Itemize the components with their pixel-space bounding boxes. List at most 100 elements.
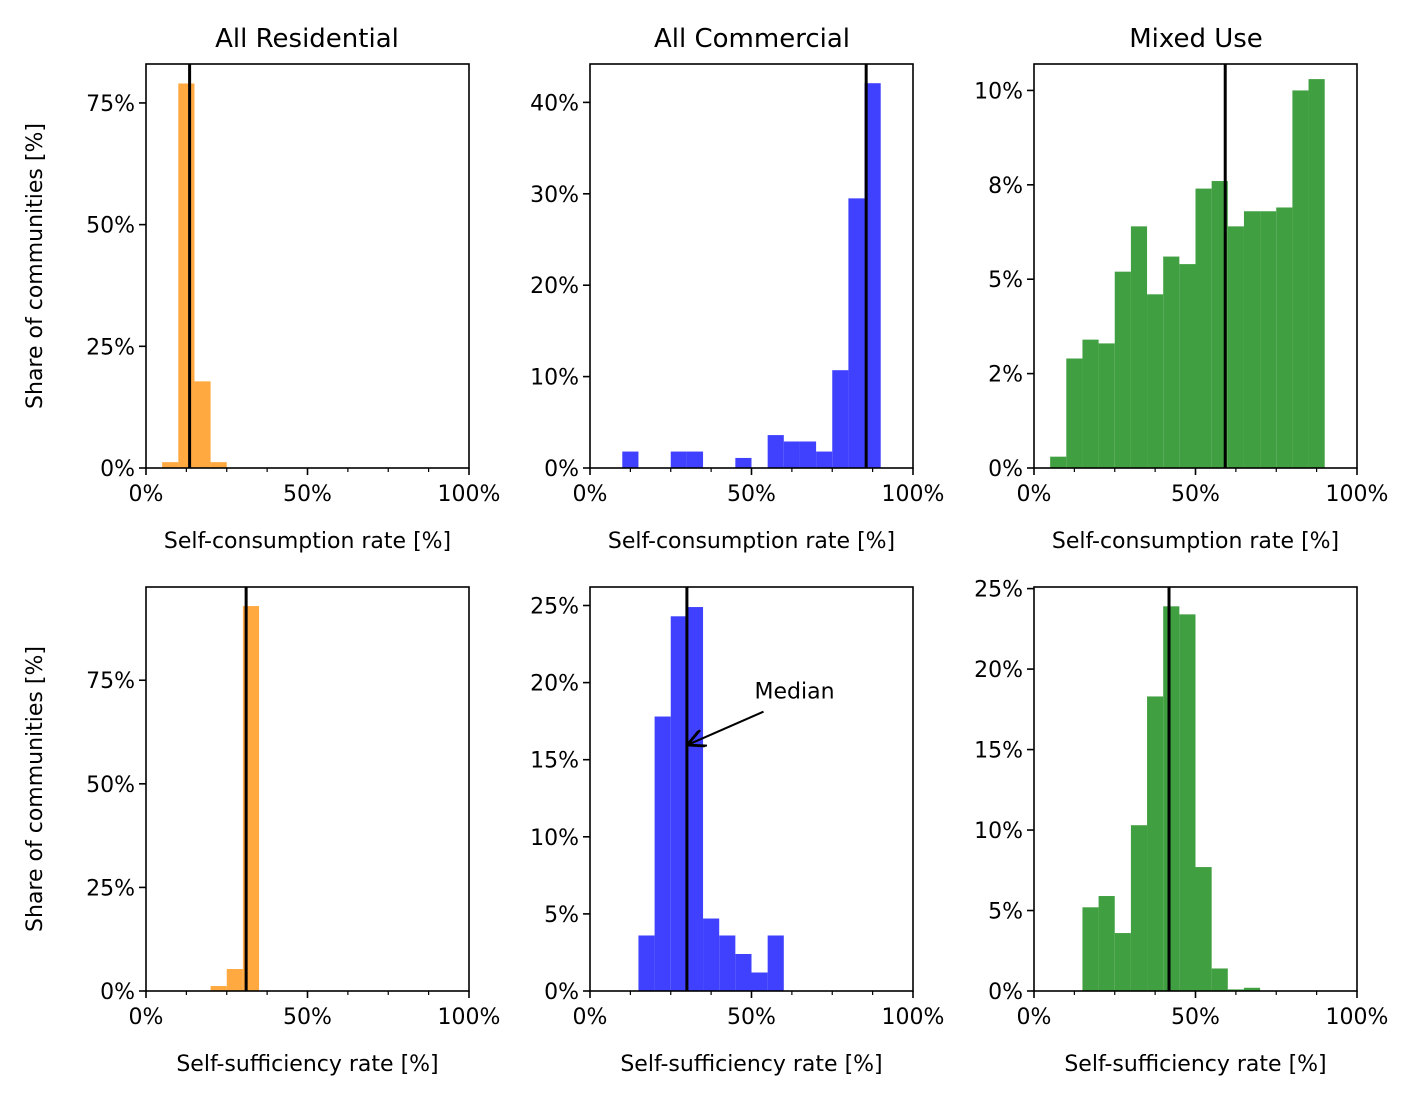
bar-res-sc-1 xyxy=(178,83,195,468)
ytick-label-res-ss-3: 75% xyxy=(86,669,135,694)
xtick-label-mix-ss-0: 0% xyxy=(1017,1005,1052,1030)
axes-frame-res-ss xyxy=(145,586,470,992)
ytick-label-com-ss-1: 5% xyxy=(544,903,579,928)
xtick-label-res-sc-2: 100% xyxy=(438,482,501,507)
bar-com-sc-8 xyxy=(832,370,849,468)
xtick-label-res-sc-0: 0% xyxy=(129,482,164,507)
ytick-label-mix-ss-3: 15% xyxy=(974,739,1023,764)
bar-mix-ss-1 xyxy=(1098,896,1115,991)
annotation-arrow-com-ss xyxy=(689,710,764,745)
xtick-label-res-sc-1: 50% xyxy=(283,482,332,507)
bar-res-ss-0 xyxy=(210,986,227,991)
xtick-label-com-sc-1: 50% xyxy=(727,482,776,507)
ytick-label-res-sc-0: 0% xyxy=(100,457,135,482)
ylabel-top-row: Share of communities [%] xyxy=(23,123,48,409)
xtick-label-mix-ss-1: 50% xyxy=(1171,1005,1220,1030)
ytick-label-com-ss-2: 10% xyxy=(530,826,579,851)
ytick-label-com-sc-2: 20% xyxy=(530,274,579,299)
bar-com-ss-7 xyxy=(751,972,768,991)
ytick-label-res-ss-0: 0% xyxy=(100,980,135,1005)
bar-mix-ss-5 xyxy=(1163,606,1180,991)
bar-com-sc-7 xyxy=(816,451,833,468)
ytick-label-res-ss-1: 25% xyxy=(86,876,135,901)
panel-res-sc: 0% 50% 100% 0% 25% 50% 75% Self-consumption rat… xyxy=(86,63,501,554)
ytick-label-com-sc-3: 30% xyxy=(530,183,579,208)
bar-mix-sc-5 xyxy=(1130,226,1148,468)
ytick-label-mix-ss-2: 10% xyxy=(974,819,1023,844)
ytick-label-res-sc-3: 75% xyxy=(86,92,135,117)
bar-mix-ss-7 xyxy=(1195,867,1212,991)
ytick-label-res-sc-1: 25% xyxy=(86,335,135,360)
panel-mix-ss: 0% 50% 100% 0% 5% 10% 15% 20% 25% Self-sufficienc… xyxy=(974,578,1388,1077)
bar-com-sc-1 xyxy=(670,451,687,468)
bar-com-sc-10 xyxy=(864,83,881,468)
xtick-label-mix-sc-2: 100% xyxy=(1326,482,1389,507)
bar-mix-ss-8 xyxy=(1211,968,1228,991)
xtick-label-mix-ss-2: 100% xyxy=(1326,1005,1389,1030)
xlabel-res-ss: Self-sufficiency rate [%] xyxy=(176,1052,438,1077)
ytick-label-com-ss-0: 0% xyxy=(544,980,579,1005)
bar-mix-ss-9 xyxy=(1227,989,1244,991)
bar-mix-sc-15 xyxy=(1292,90,1309,469)
bar-com-ss-5 xyxy=(719,935,736,991)
bar-com-ss-6 xyxy=(735,953,752,991)
bar-res-sc-3 xyxy=(210,462,227,468)
ytick-label-com-sc-1: 10% xyxy=(530,366,579,391)
bar-mix-sc-16 xyxy=(1308,79,1325,468)
xtick-label-com-sc-2: 100% xyxy=(882,482,945,507)
xtick-label-com-ss-1: 50% xyxy=(727,1005,776,1030)
bar-mix-sc-11 xyxy=(1227,226,1244,468)
bar-res-sc-0 xyxy=(162,462,179,468)
bar-res-ss-1 xyxy=(226,969,243,991)
bar-res-sc-2 xyxy=(194,381,211,468)
ytick-label-mix-sc-0: 0% xyxy=(988,457,1023,482)
ytick-label-res-ss-2: 50% xyxy=(86,773,135,798)
bar-com-ss-2 xyxy=(670,616,687,991)
xtick-label-com-sc-0: 0% xyxy=(573,482,608,507)
xlabel-res-sc: Self-consumption rate [%] xyxy=(164,529,451,554)
xlabel-com-ss: Self-sufficiency rate [%] xyxy=(620,1052,882,1077)
bar-com-sc-2 xyxy=(686,451,704,468)
xlabel-mix-ss: Self-sufficiency rate [%] xyxy=(1064,1052,1326,1077)
bar-mix-sc-2 xyxy=(1082,339,1099,468)
ytick-label-res-sc-2: 50% xyxy=(86,214,135,239)
bar-com-sc-0 xyxy=(622,451,639,468)
bar-mix-sc-7 xyxy=(1163,256,1180,468)
xtick-label-com-ss-2: 100% xyxy=(882,1005,945,1030)
xtick-label-mix-sc-1: 50% xyxy=(1171,482,1220,507)
ytick-label-mix-ss-5: 25% xyxy=(974,578,1023,603)
ytick-label-com-sc-0: 0% xyxy=(544,457,579,482)
bar-mix-sc-14 xyxy=(1276,207,1293,469)
xtick-label-res-ss-0: 0% xyxy=(129,1005,164,1030)
bar-com-sc-4 xyxy=(767,435,784,468)
bar-mix-sc-1 xyxy=(1066,358,1083,468)
bar-com-sc-9 xyxy=(848,198,865,468)
bar-mix-ss-2 xyxy=(1114,933,1131,991)
xlabel-com-sc: Self-consumption rate [%] xyxy=(608,529,895,554)
ytick-label-com-ss-3: 15% xyxy=(530,749,579,774)
bar-mix-ss-10 xyxy=(1243,987,1261,991)
ytick-label-mix-sc-2: 5% xyxy=(988,268,1023,293)
panel-res-ss: 0% 50% 100% 0% 25% 50% 75% Self-sufficiency rat… xyxy=(86,586,500,1077)
bar-mix-sc-4 xyxy=(1114,271,1131,468)
bar-mix-sc-13 xyxy=(1260,211,1277,469)
bar-mix-sc-9 xyxy=(1195,188,1212,468)
ytick-label-mix-sc-1: 2% xyxy=(988,363,1023,388)
ytick-label-mix-sc-3: 8% xyxy=(988,174,1023,199)
bar-mix-ss-3 xyxy=(1130,825,1148,991)
bar-mix-sc-0 xyxy=(1050,456,1067,468)
bar-com-ss-3 xyxy=(686,607,704,991)
bar-com-ss-4 xyxy=(703,918,720,991)
xtick-label-res-ss-1: 50% xyxy=(283,1005,332,1030)
panel-com-sc: 0% 50% 100% 0% 10% 20% 30% 40% Self-consumption … xyxy=(530,63,945,554)
panel-com-ss: 0% 50% 100% 0% 5% 10% 15% 20% 25% Self-sufficienc… xyxy=(530,586,945,1077)
bar-mix-sc-3 xyxy=(1098,343,1115,468)
panels: 0% 50% 100% 0% 25% 50% 75% Self-consumption rat… xyxy=(86,63,1389,1077)
bar-mix-sc-12 xyxy=(1243,211,1261,469)
bar-com-sc-6 xyxy=(799,441,817,468)
ytick-label-com-ss-5: 25% xyxy=(530,595,579,620)
column-title-residential: All Residential xyxy=(215,24,399,54)
ytick-label-mix-sc-4: 10% xyxy=(974,79,1023,104)
bar-com-sc-3 xyxy=(735,457,752,468)
